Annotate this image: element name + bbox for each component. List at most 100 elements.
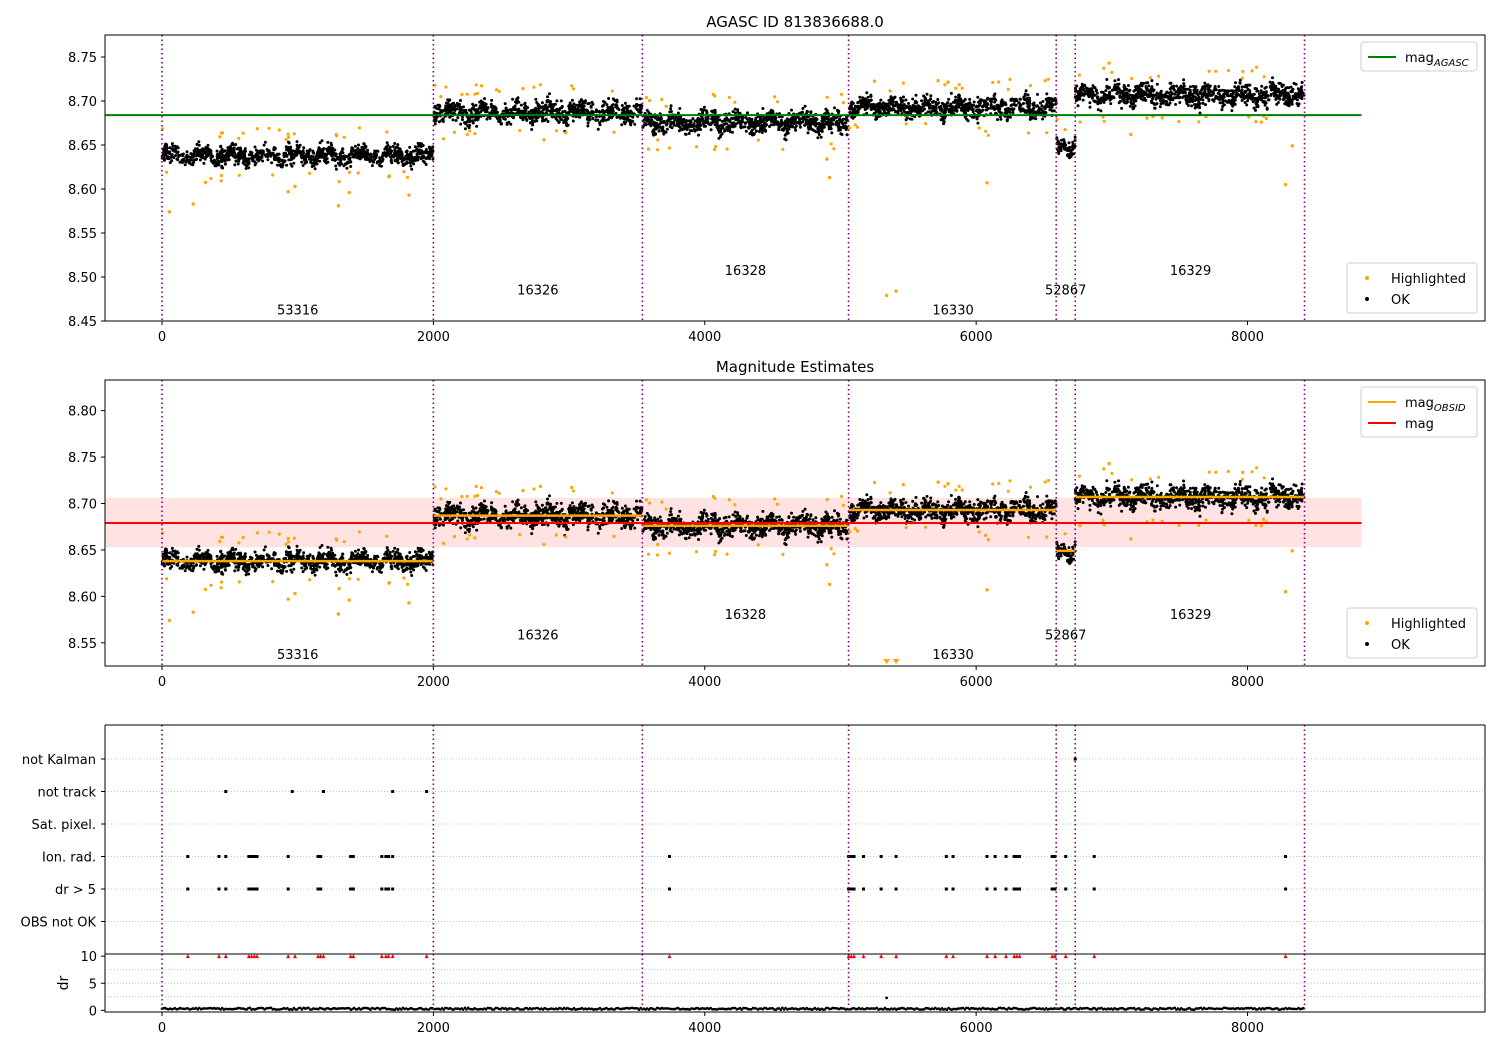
- ok-point: [859, 100, 863, 104]
- ok-point: [357, 143, 360, 147]
- ok-point: [1136, 91, 1140, 95]
- ok-point: [1122, 84, 1126, 87]
- highlighted-point: [943, 83, 947, 87]
- ok-point: [429, 151, 432, 155]
- ok-point: [720, 119, 724, 123]
- ok-point: [843, 121, 847, 125]
- ok-point: [610, 108, 614, 112]
- ok-point: [1238, 81, 1242, 85]
- highlighted-point: [1055, 117, 1059, 121]
- highlighted-point: [402, 170, 406, 174]
- ok-point: [231, 143, 235, 147]
- ok-point: [285, 163, 289, 167]
- highlighted-point: [284, 138, 288, 142]
- ok-point: [1019, 103, 1023, 107]
- highlighted-point: [984, 129, 988, 133]
- ok-point: [387, 151, 391, 155]
- ok-point: [164, 142, 168, 146]
- ok-point: [793, 120, 797, 124]
- ok-point: [931, 106, 935, 110]
- ok-point: [844, 117, 848, 121]
- ok-point: [209, 156, 213, 160]
- ok-point: [1184, 97, 1188, 101]
- ok-point: [267, 149, 271, 153]
- ok-point: [643, 122, 647, 125]
- ok-point: [522, 115, 526, 119]
- ok-point: [364, 145, 368, 148]
- ok-point: [408, 145, 412, 149]
- ok-point: [1267, 98, 1270, 102]
- highlighted-point: [564, 131, 568, 135]
- ok-point: [223, 162, 227, 166]
- ok-point: [829, 119, 833, 123]
- highlighted-point: [1254, 120, 1258, 124]
- ok-point: [433, 122, 437, 126]
- ok-point: [817, 133, 821, 137]
- ok-point: [1052, 109, 1056, 113]
- ok-point: [1188, 91, 1191, 95]
- highlighted-point: [521, 86, 525, 91]
- x-tick-label: 6000: [960, 330, 993, 345]
- ok-point: [243, 163, 247, 166]
- ok-point: [453, 109, 457, 112]
- ok-point: [695, 120, 699, 124]
- highlighted-point: [1107, 61, 1111, 65]
- ok-point: [374, 155, 378, 158]
- ok-point: [863, 108, 867, 111]
- highlighted-point: [1214, 69, 1218, 73]
- highlighted-point: [271, 173, 275, 177]
- ok-point: [1228, 94, 1232, 98]
- ok-point: [1147, 84, 1151, 88]
- ok-point: [714, 118, 718, 122]
- ok-point: [415, 152, 419, 156]
- ok-point: [1096, 108, 1100, 112]
- ok-point: [1176, 93, 1180, 97]
- ok-point: [1032, 106, 1036, 110]
- ok-point: [345, 166, 349, 170]
- ok-point: [933, 109, 936, 113]
- ok-point: [633, 122, 637, 126]
- ok-point: [408, 161, 412, 165]
- ok-point: [1207, 84, 1211, 88]
- ok-point: [1005, 110, 1008, 114]
- highlighted-point: [356, 171, 360, 175]
- ok-point: [1012, 107, 1016, 111]
- highlighted-point: [439, 95, 443, 99]
- ok-point: [1248, 83, 1252, 87]
- ok-point: [691, 117, 695, 121]
- ok-point: [807, 120, 811, 124]
- ok-point: [1018, 97, 1022, 101]
- ok-point: [1145, 87, 1149, 91]
- ok-point: [303, 161, 307, 165]
- ok-point: [501, 109, 505, 113]
- ok-point: [837, 118, 841, 122]
- highlighted-point: [476, 91, 480, 95]
- ok-point: [243, 157, 247, 161]
- ok-point: [902, 110, 906, 114]
- ok-point: [922, 101, 926, 105]
- ok-point: [696, 128, 699, 132]
- ok-point: [1221, 101, 1225, 105]
- ok-point: [404, 162, 407, 166]
- highlighted-point: [473, 132, 477, 136]
- ok-point: [293, 154, 297, 158]
- ok-point: [605, 103, 609, 107]
- ok-point: [555, 99, 559, 103]
- ok-point: [1295, 98, 1299, 102]
- ok-point: [794, 124, 798, 128]
- ok-point: [1080, 91, 1084, 95]
- ok-point: [1245, 103, 1249, 107]
- ok-point: [1012, 99, 1016, 103]
- ok-point: [1124, 94, 1128, 98]
- ok-point: [983, 99, 987, 103]
- ok-point: [991, 97, 995, 101]
- ok-point: [1216, 97, 1220, 101]
- ok-point: [1080, 88, 1084, 91]
- ok-point: [1226, 91, 1230, 94]
- highlighted-point: [1006, 87, 1010, 91]
- ok-point: [872, 103, 876, 106]
- ok-point: [1246, 99, 1250, 103]
- highlighted-point: [334, 132, 338, 137]
- ok-point: [1190, 104, 1194, 108]
- ok-point: [712, 116, 716, 120]
